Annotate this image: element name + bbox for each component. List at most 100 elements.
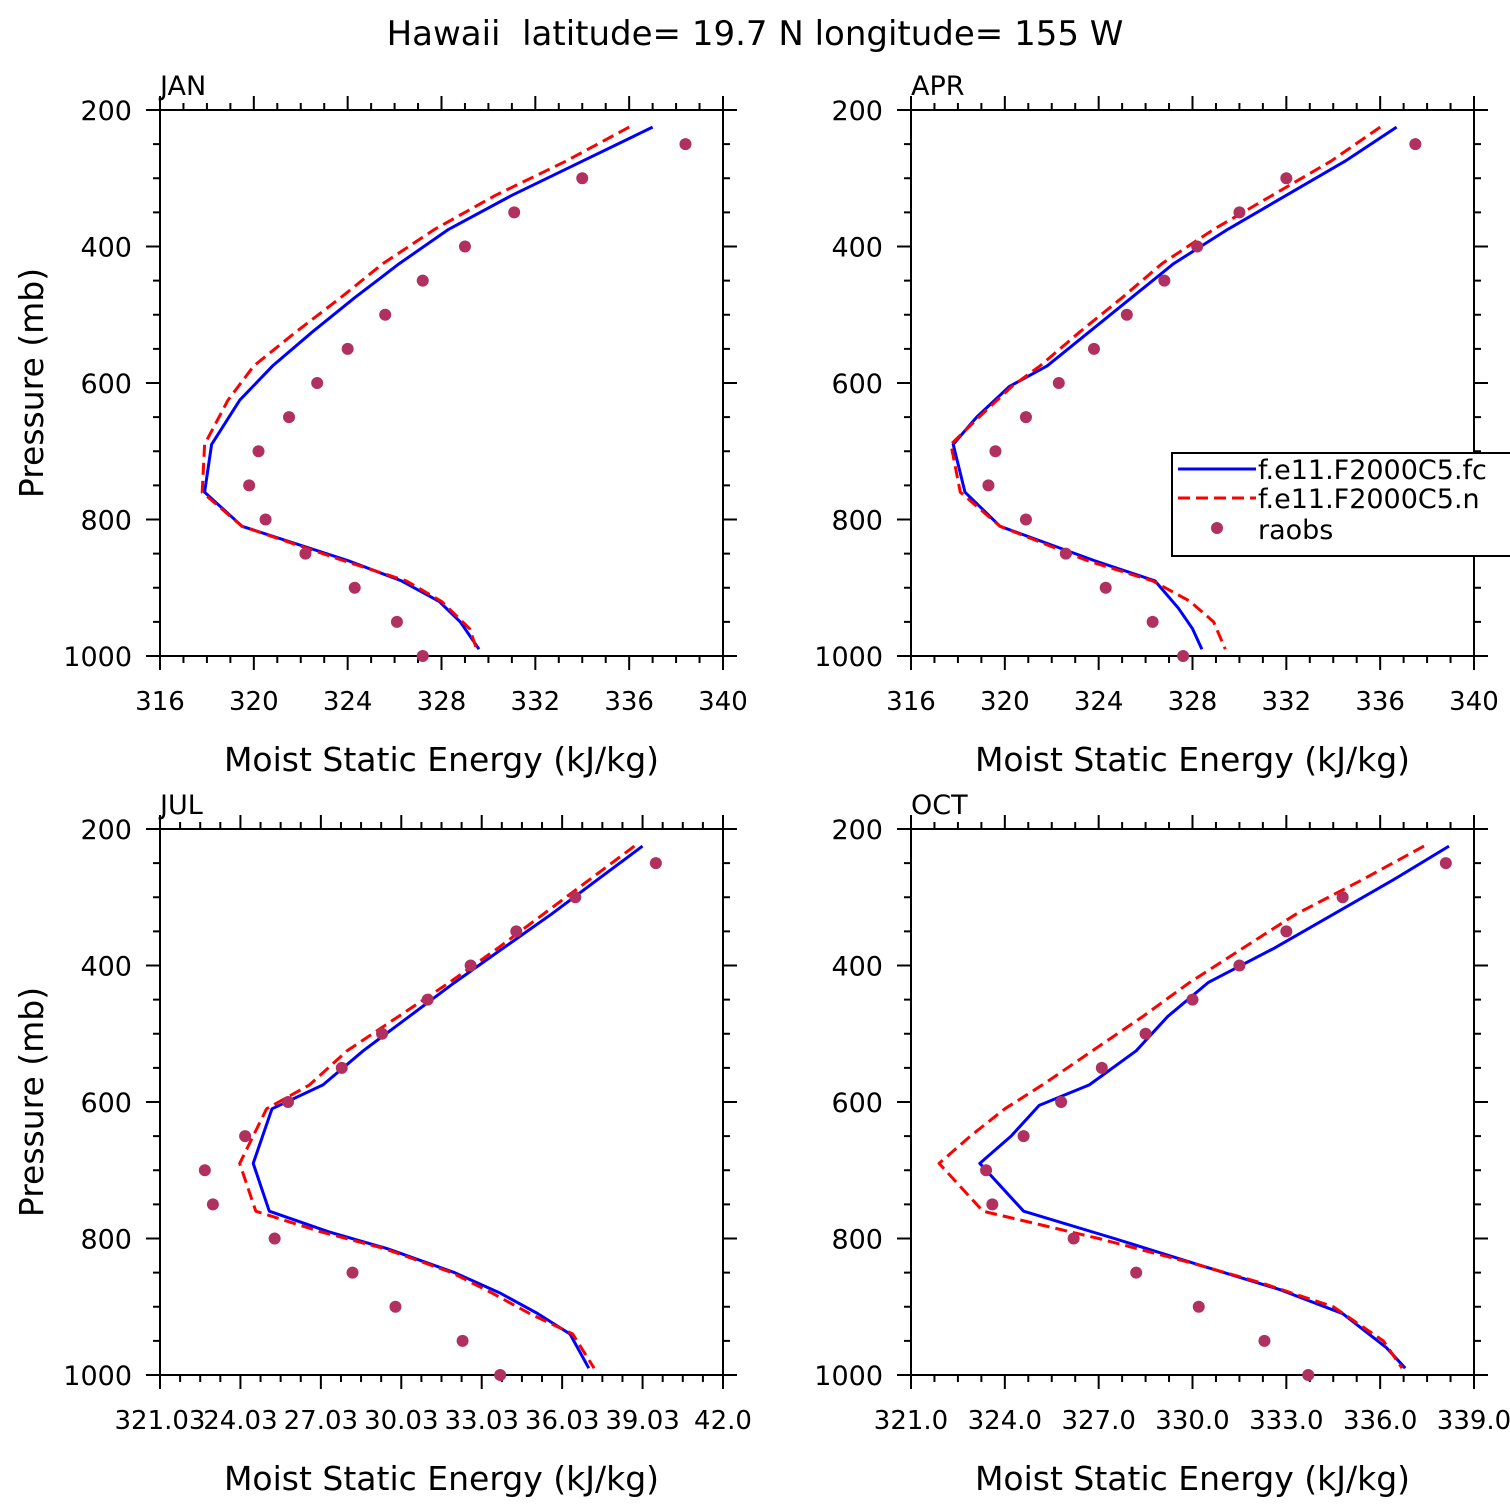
raobs-point [1158, 274, 1171, 287]
y-tick-label: 1000 [814, 1361, 883, 1392]
x-tick-label: 321.03 [115, 1406, 206, 1436]
raobs-point [1067, 1232, 1080, 1245]
x-tick-label: 330.0 [1155, 1406, 1229, 1436]
legend-swatch-raobs [1211, 522, 1223, 534]
raobs-point [376, 1027, 389, 1040]
x-tick-label: 321.0 [874, 1406, 948, 1436]
x-tick-label: 324 [1074, 687, 1124, 717]
raobs-point [206, 1198, 219, 1211]
x-tick-label: 336.0 [1343, 1406, 1417, 1436]
raobs-point [1130, 1266, 1143, 1279]
raobs-point [1258, 1334, 1271, 1347]
x-axis-label: Moist Static Energy (kJ/kg) [224, 740, 659, 779]
raobs-point [1059, 547, 1072, 560]
y-axis-label: Pressure (mb) [12, 987, 51, 1217]
y-tick-label: 200 [80, 96, 132, 127]
raobs-point [569, 891, 582, 904]
raobs-point [311, 377, 324, 389]
raobs-point [1336, 891, 1349, 904]
x-tick-label: 340 [1449, 687, 1499, 717]
series-line-fc [978, 844, 1450, 1370]
raobs-point [508, 206, 521, 219]
raobs-point [1120, 308, 1133, 321]
raobs-point [1017, 1130, 1030, 1143]
raobs-point [299, 547, 312, 560]
raobs-point [243, 479, 256, 492]
y-tick-label: 600 [80, 1088, 132, 1119]
x-tick-label: 30.03 [364, 1406, 438, 1436]
raobs-point [458, 240, 471, 253]
x-tick-label: 336 [604, 687, 654, 717]
x-tick-label: 324 [323, 687, 373, 717]
raobs-point [510, 925, 523, 938]
x-tick-label: 336 [1355, 687, 1405, 717]
y-tick-label: 400 [80, 233, 132, 264]
panel-label: JAN [158, 71, 206, 102]
legend-entry-n: f.e11.F2000C5.n [1258, 484, 1480, 515]
x-tick-label: 320 [980, 687, 1030, 717]
raobs-point [1095, 1061, 1108, 1074]
y-tick-label: 1000 [63, 642, 132, 673]
raobs-point [989, 445, 1002, 458]
raobs-point [494, 1369, 507, 1381]
series-line-fc [203, 125, 654, 651]
series-line-n [937, 844, 1425, 1370]
plot-frame [159, 109, 724, 657]
raobs-point [239, 1130, 252, 1143]
raobs-point [416, 274, 429, 287]
x-tick-label: 36.03 [525, 1406, 599, 1436]
raobs-point [1087, 342, 1100, 355]
x-tick-label: 339.0 [1437, 1406, 1510, 1436]
y-tick-label: 200 [80, 815, 132, 846]
raobs-point [982, 479, 995, 492]
raobs-point [348, 581, 361, 594]
y-tick-label: 1000 [63, 1361, 132, 1392]
raobs-point [346, 1266, 359, 1279]
panel-label: OCT [911, 790, 968, 821]
y-tick-label: 800 [80, 1225, 132, 1256]
raobs-point [259, 513, 272, 526]
plot-frame [910, 828, 1475, 1376]
x-tick-label: 39.03 [605, 1406, 679, 1436]
raobs-point [1139, 1027, 1152, 1040]
raobs-point [416, 650, 429, 662]
x-tick-label: 327.0 [1061, 1406, 1135, 1436]
x-tick-label: 328 [1168, 687, 1218, 717]
raobs-point [421, 993, 434, 1006]
raobs-point [1186, 993, 1199, 1006]
x-tick-label: 33.03 [444, 1406, 518, 1436]
raobs-point [341, 342, 354, 355]
raobs-point [283, 411, 296, 424]
raobs-point [252, 445, 265, 458]
panel-label: APR [911, 71, 965, 102]
y-tick-label: 1000 [814, 642, 883, 673]
raobs-point [268, 1232, 281, 1245]
raobs-point [980, 1164, 993, 1177]
raobs-point [1233, 206, 1246, 219]
y-tick-label: 800 [80, 506, 132, 537]
raobs-point [389, 1300, 402, 1313]
y-tick-label: 800 [831, 1225, 883, 1256]
series-line-n [949, 125, 1382, 650]
raobs-point [1191, 240, 1204, 253]
raobs-point [1099, 581, 1112, 594]
y-tick-label: 400 [80, 952, 132, 983]
raobs-point [1052, 377, 1065, 389]
raobs-point [1233, 959, 1246, 972]
raobs-point [282, 1096, 295, 1108]
x-axis-label: Moist Static Energy (kJ/kg) [975, 740, 1410, 779]
raobs-point [679, 138, 692, 151]
series-line-n [238, 844, 636, 1369]
x-tick-label: 27.03 [284, 1406, 358, 1436]
x-tick-label: 340 [698, 687, 748, 717]
x-tick-label: 316 [135, 687, 185, 717]
x-tick-label: 24.03 [203, 1406, 277, 1436]
y-axis-label: Pressure (mb) [12, 268, 51, 498]
legend-entry-raobs: raobs [1258, 515, 1333, 546]
raobs-point [1177, 650, 1190, 662]
raobs-point [1280, 172, 1293, 185]
